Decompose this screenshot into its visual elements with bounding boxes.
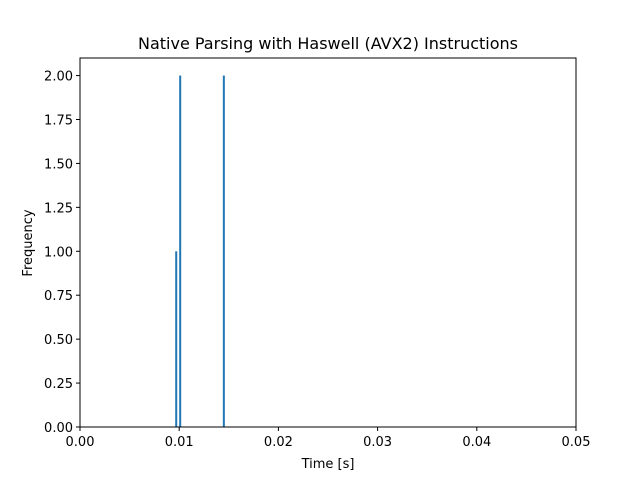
x-tick-label: 0.02 (264, 435, 293, 450)
y-tick-label: 0.00 (44, 421, 73, 436)
histogram-bar (175, 251, 178, 427)
y-tick-label: 2.00 (44, 70, 73, 85)
x-tick-label: 0.04 (462, 435, 491, 450)
y-tick-label: 1.50 (44, 157, 73, 172)
y-tick-label: 1.00 (44, 245, 73, 260)
x-axis-label: Time [s] (301, 457, 355, 472)
x-axis-ticks: 0.00 0.01 0.02 0.03 0.04 0.05 (66, 427, 591, 450)
x-tick-label: 0.03 (363, 435, 392, 450)
y-tick-label: 0.50 (44, 333, 73, 348)
x-tick-label: 0.05 (562, 435, 591, 450)
histogram-bar (179, 75, 182, 427)
y-tick-label: 0.75 (44, 289, 73, 304)
plot-frame (79, 57, 577, 428)
x-tick-label: 0.00 (66, 435, 95, 450)
y-axis-ticks: 0.00 0.25 0.50 0.75 1.00 1.25 1.50 1.75 2.00 (44, 70, 80, 436)
y-tick-label: 1.25 (44, 201, 73, 216)
y-axis-label: Frequency (21, 209, 36, 276)
x-tick-label: 0.01 (165, 435, 194, 450)
y-tick-label: 0.25 (44, 377, 73, 392)
y-tick-label: 1.75 (44, 114, 73, 129)
chart-title: Native Parsing with Haswell (AVX2) Instr… (138, 34, 518, 53)
bars-group (175, 75, 225, 427)
histogram-bar (222, 75, 225, 427)
